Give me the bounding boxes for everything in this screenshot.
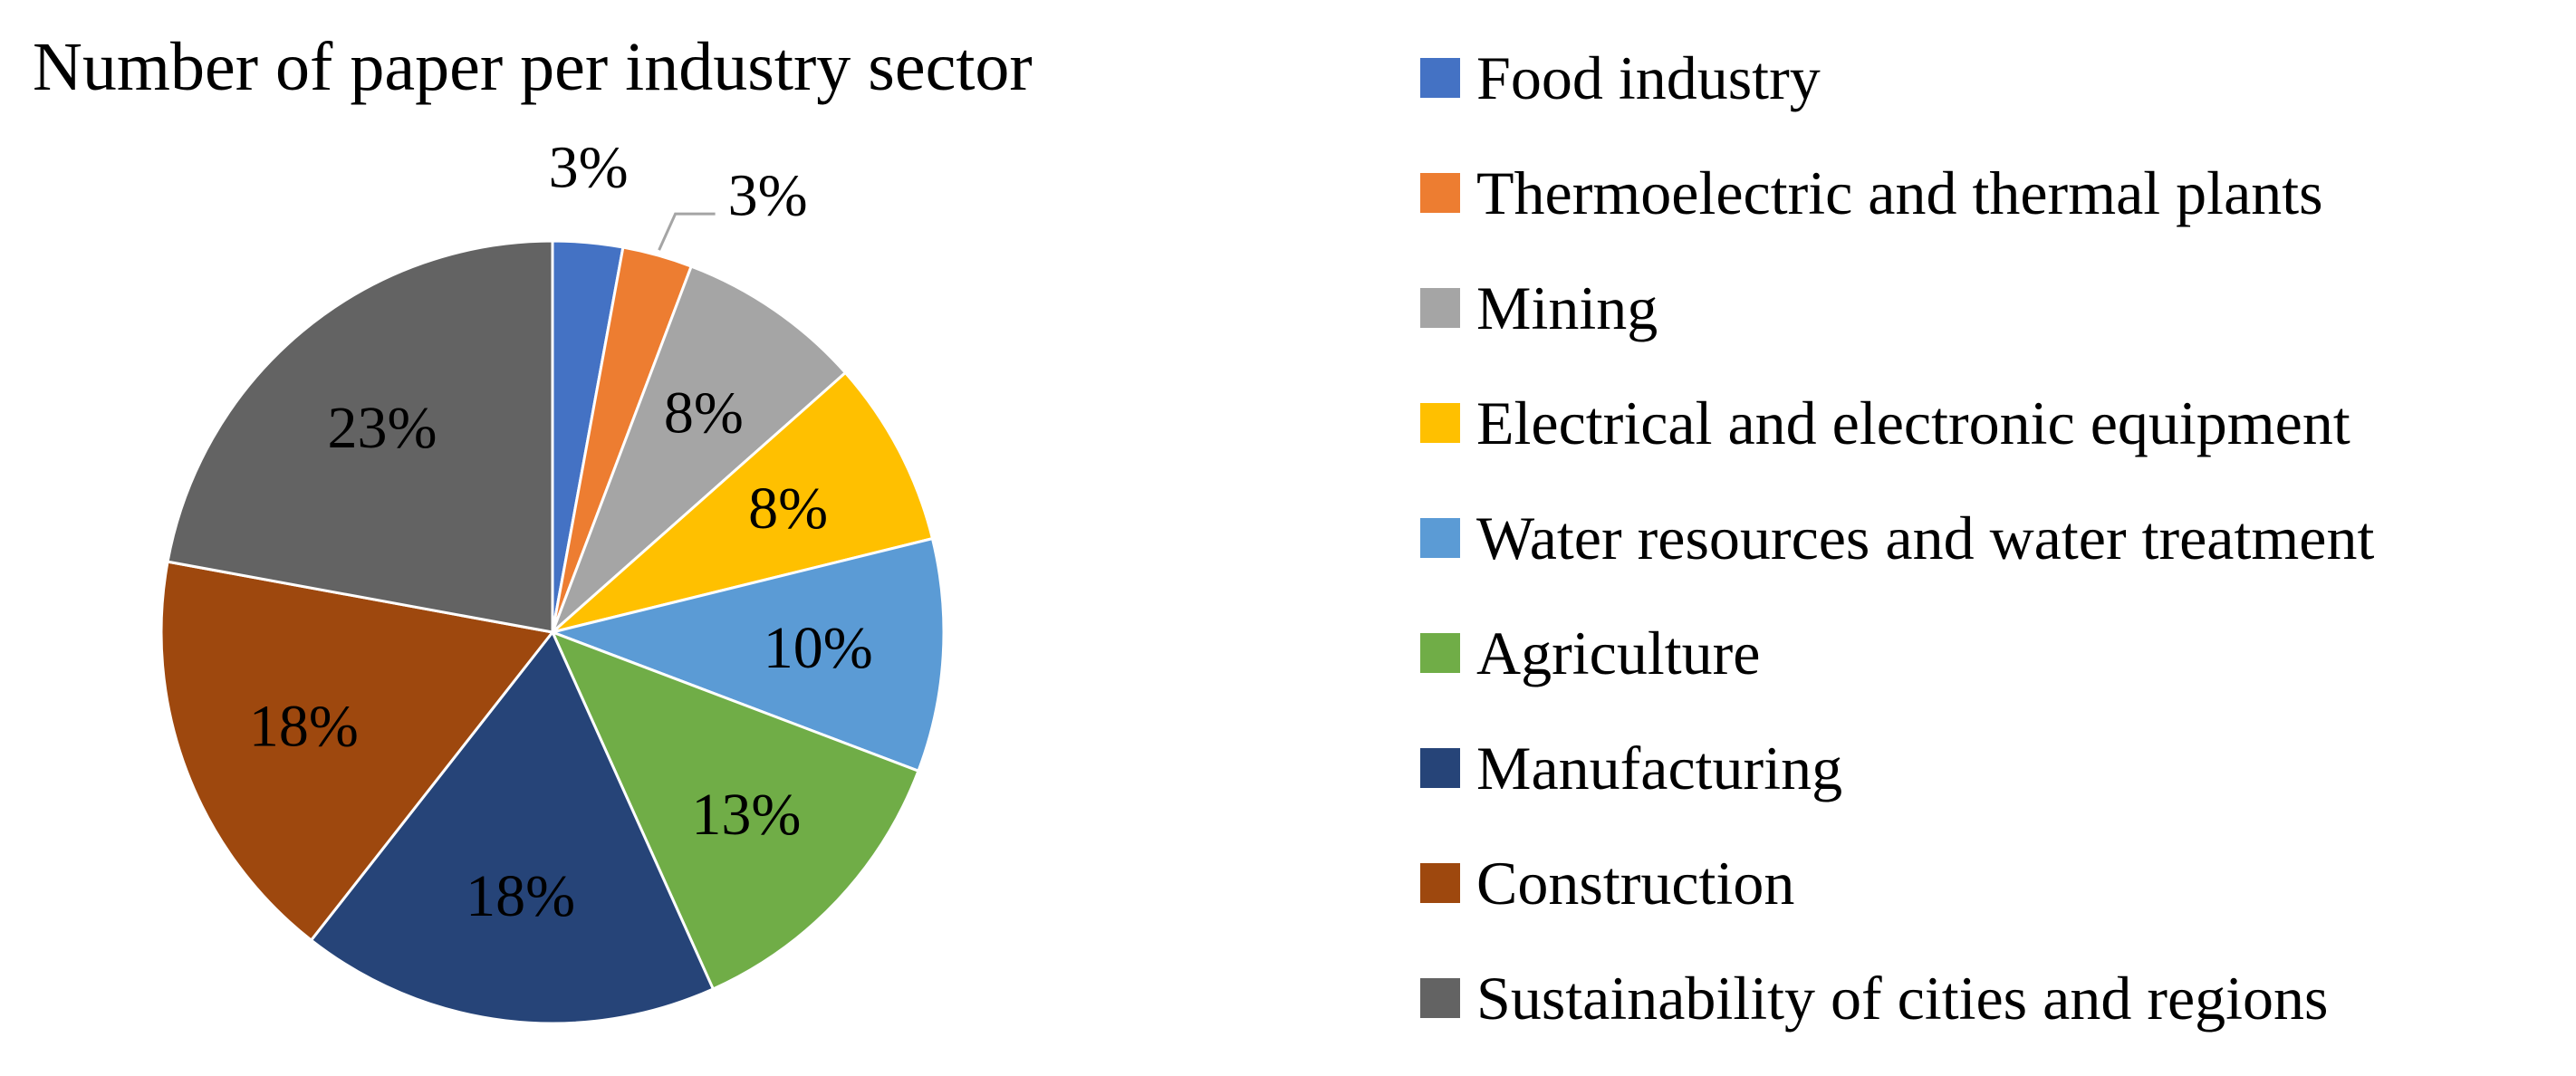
data-labels: 3% 3% 8%8% 10% 13% 18% 18% 23%: [249, 134, 873, 929]
data-label-thermoelectric-and-thermal-plants: 3%: [728, 163, 808, 229]
legend-swatch: [1420, 747, 1460, 788]
data-label-sustainability-of-cities-and-regions: 23%: [327, 395, 437, 461]
pie-slice-manufacturing: [309, 629, 716, 1025]
legend-item-sustainability-of-cities-and-regions: Sustainability of cities and regions: [1420, 940, 2374, 1055]
legend-swatch: [1420, 57, 1460, 98]
data-label-water-resources-and-water-treatment: 10%: [764, 615, 873, 681]
legend-item-thermoelectric-and-thermal-plants: Thermoelectric and thermal plants: [1420, 135, 2374, 250]
legend-swatch: [1420, 402, 1460, 443]
data-label-food-industry: 3%: [549, 134, 629, 200]
data-label-agriculture: 13%: [691, 782, 801, 848]
pie-slices: [159, 239, 946, 1025]
pie-slice-agriculture: [550, 629, 920, 991]
pie-slice-water-resources-and-water-treatment: [547, 536, 946, 773]
legend-label: Sustainability of cities and regions: [1476, 963, 2329, 1033]
legend-item-electrical-and-electronic-equipment: Electrical and electronic equipment: [1420, 365, 2374, 480]
data-label-manufacturing: 18%: [466, 863, 575, 929]
legend-item-manufacturing: Manufacturing: [1420, 710, 2374, 825]
legend-label: Electrical and electronic equipment: [1476, 388, 2350, 457]
legend-swatch: [1420, 517, 1460, 558]
pie-slice-electrical-and-electronic-equipment: [552, 370, 935, 634]
legend-label: Thermoelectric and thermal plants: [1476, 158, 2323, 227]
legend-label: Food industry: [1476, 43, 1821, 112]
pie-slice-construction: [159, 560, 555, 943]
legend-item-mining: Mining: [1420, 250, 2374, 365]
data-label-mining: 8%: [664, 380, 744, 447]
leader-line-thermoelectric-and-thermal-plants: [658, 212, 716, 251]
leader-lines: [658, 212, 716, 251]
legend-swatch: [1420, 632, 1460, 673]
data-label-construction: 18%: [249, 694, 359, 760]
legend-swatch: [1420, 977, 1460, 1018]
legend-item-food-industry: Food industry: [1420, 20, 2374, 135]
pie-slice-mining: [551, 264, 848, 634]
legend-label: Manufacturing: [1476, 733, 1843, 802]
legend-swatch: [1420, 172, 1460, 213]
legend-label: Mining: [1476, 273, 1658, 342]
legend-swatch: [1420, 862, 1460, 903]
legend-label: Water resources and water treatment: [1476, 503, 2375, 572]
legend-swatch: [1420, 287, 1460, 328]
legend-item-construction: Construction: [1420, 825, 2374, 940]
pie-chart: 3% 3% 8%8% 10% 13% 18% 18% 23%: [159, 134, 946, 1025]
chart-title: Number of paper per industry sector: [33, 29, 1033, 105]
legend-label: Agriculture: [1476, 618, 1761, 687]
legend-label: Construction: [1476, 848, 1795, 917]
data-label-electrical-and-electronic-equipment: 8%: [748, 476, 828, 542]
legend: Food industry Thermoelectric and thermal …: [1420, 20, 2374, 1055]
legend-item-water-resources-and-water-treatment: Water resources and water treatment: [1420, 480, 2374, 595]
legend-item-agriculture: Agriculture: [1420, 595, 2374, 710]
pie-slice-sustainability-of-cities-and-regions: [166, 239, 554, 634]
